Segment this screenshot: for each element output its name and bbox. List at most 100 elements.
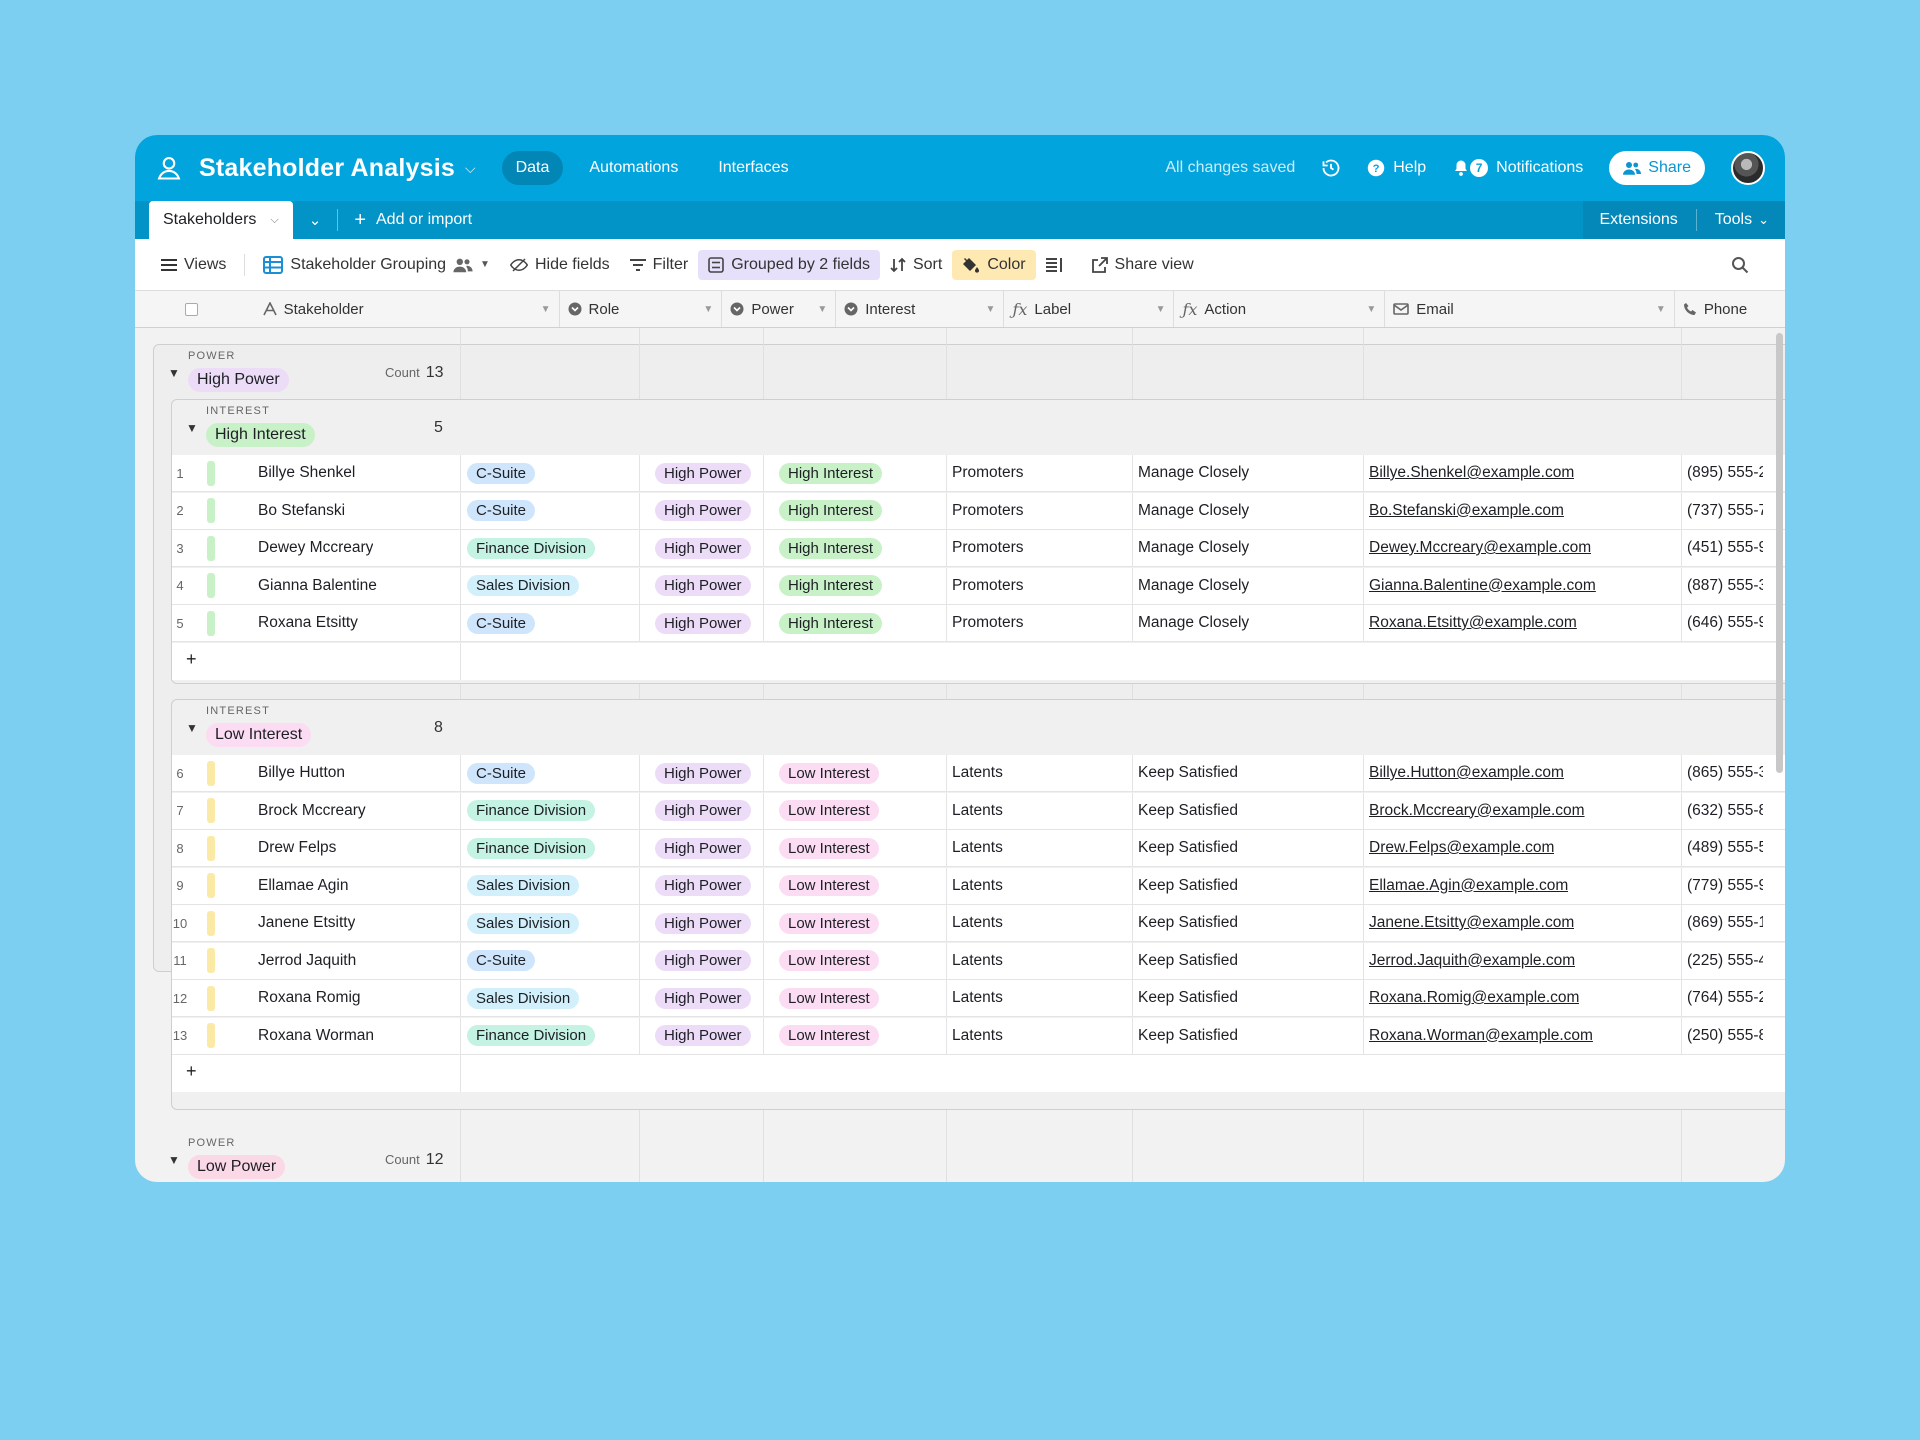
phone-cell[interactable]: (869) 555-10 bbox=[1687, 914, 1763, 931]
group-button[interactable]: Grouped by 2 fields bbox=[698, 249, 880, 280]
label-cell[interactable]: Latents bbox=[952, 839, 1003, 856]
role-cell[interactable]: Finance Division bbox=[467, 800, 596, 821]
tab-interfaces[interactable]: Interfaces bbox=[718, 159, 789, 176]
action-cell[interactable]: Keep Satisfied bbox=[1138, 876, 1238, 894]
add-row-button[interactable]: + bbox=[172, 1055, 1785, 1092]
caret-down-icon[interactable]: ▼ bbox=[985, 303, 996, 315]
help-button[interactable]: ? Help bbox=[1367, 159, 1426, 177]
power-cell[interactable]: High Power bbox=[655, 800, 779, 821]
label-cell[interactable]: Promoters bbox=[952, 614, 1024, 631]
label-cell[interactable]: Latents bbox=[952, 801, 1003, 819]
user-icon[interactable] bbox=[155, 154, 183, 182]
add-import-button[interactable]: + Add or import bbox=[338, 201, 488, 239]
table-row[interactable]: 12 Roxana Romig Sales Division High Power Lo… bbox=[172, 980, 1785, 1017]
table-row[interactable]: 9 Ellamae Agin Sales Division High Power Low… bbox=[172, 867, 1785, 905]
label-cell[interactable]: Latents bbox=[952, 951, 1003, 969]
extensions-button[interactable]: Extensions bbox=[1599, 211, 1678, 228]
table-row[interactable]: 2 Bo Stefanski C-Suite High Power High Inter… bbox=[172, 492, 1785, 530]
caret-down-icon[interactable]: ▼ bbox=[1155, 303, 1166, 315]
role-cell[interactable]: C-Suite bbox=[467, 612, 536, 634]
email-cell[interactable]: Ellamae.Agin@example.com bbox=[1369, 876, 1569, 894]
label-cell[interactable]: Latents bbox=[952, 989, 1003, 1006]
phone-cell[interactable]: (779) 555-99 bbox=[1687, 876, 1763, 894]
power-cell[interactable]: High Power bbox=[655, 912, 779, 934]
email-cell[interactable]: Roxana.Worman@example.com bbox=[1369, 1026, 1593, 1044]
interest-cell[interactable]: Low Interest bbox=[779, 762, 879, 784]
stakeholder-cell[interactable]: Roxana Etsitty bbox=[258, 614, 358, 631]
label-cell[interactable]: Latents bbox=[952, 764, 1003, 781]
filter-button[interactable]: Filter bbox=[620, 250, 699, 280]
interest-cell[interactable]: Low Interest bbox=[779, 987, 879, 1009]
interest-cell[interactable]: Low Interest bbox=[779, 837, 879, 859]
role-cell[interactable]: C-Suite bbox=[467, 950, 536, 971]
history-icon[interactable] bbox=[1321, 158, 1341, 178]
label-cell[interactable]: Latents bbox=[952, 914, 1003, 931]
interest-cell[interactable]: High Interest bbox=[779, 612, 883, 634]
collapse-triangle-icon[interactable]: ▼ bbox=[186, 721, 198, 735]
row-height-button[interactable] bbox=[1036, 251, 1074, 279]
phone-cell[interactable]: (737) 555-70 bbox=[1687, 501, 1763, 519]
action-cell[interactable]: Manage Closely bbox=[1138, 501, 1250, 519]
action-cell[interactable]: Keep Satisfied bbox=[1138, 914, 1238, 931]
role-cell[interactable]: Finance Division bbox=[467, 537, 596, 559]
email-cell[interactable]: Roxana.Romig@example.com bbox=[1369, 989, 1580, 1006]
column-email[interactable]: Email ▼ bbox=[1385, 291, 1675, 327]
power-cell[interactable]: High Power bbox=[655, 500, 779, 521]
label-cell[interactable]: Promoters bbox=[952, 539, 1024, 556]
email-cell[interactable]: Bo.Stefanski@example.com bbox=[1369, 501, 1564, 519]
label-cell[interactable]: Latents bbox=[952, 876, 1003, 894]
tools-button[interactable]: Tools ⌄ bbox=[1715, 211, 1769, 229]
power-cell[interactable]: High Power bbox=[655, 575, 779, 596]
stakeholder-cell[interactable]: Ellamae Agin bbox=[258, 876, 349, 894]
interest-cell[interactable]: High Interest bbox=[779, 575, 883, 596]
stakeholder-cell[interactable]: Gianna Balentine bbox=[258, 576, 377, 594]
role-cell[interactable]: Finance Division bbox=[467, 837, 596, 859]
collapse-triangle-icon[interactable]: ▼ bbox=[168, 1153, 180, 1167]
tab-automations[interactable]: Automations bbox=[589, 159, 679, 176]
table-row[interactable]: 10 Janene Etsitty Sales Division High Power… bbox=[172, 905, 1785, 942]
color-button[interactable]: Color bbox=[952, 249, 1036, 280]
interest-cell[interactable]: Low Interest bbox=[779, 912, 879, 934]
power-cell[interactable]: High Power bbox=[655, 875, 779, 896]
email-cell[interactable]: Roxana.Etsitty@example.com bbox=[1369, 614, 1577, 631]
column-stakeholder[interactable]: Stakeholder ▼ bbox=[255, 291, 560, 327]
email-cell[interactable]: Drew.Felps@example.com bbox=[1369, 839, 1555, 856]
collapse-triangle-icon[interactable]: ▼ bbox=[186, 421, 198, 435]
caret-down-icon[interactable]: ▼ bbox=[1655, 303, 1666, 315]
email-cell[interactable]: Brock.Mccreary@example.com bbox=[1369, 801, 1585, 819]
phone-cell[interactable]: (865) 555-39 bbox=[1687, 764, 1763, 781]
caret-down-icon[interactable]: ▼ bbox=[817, 303, 828, 315]
power-cell[interactable]: High Power bbox=[655, 462, 779, 484]
interest-cell[interactable]: High Interest bbox=[779, 462, 883, 484]
role-cell[interactable]: C-Suite bbox=[467, 500, 536, 521]
power-cell[interactable]: High Power bbox=[655, 950, 779, 971]
phone-cell[interactable]: (646) 555-93 bbox=[1687, 614, 1763, 631]
sort-button[interactable]: Sort bbox=[880, 250, 952, 280]
interest-cell[interactable]: High Interest bbox=[779, 537, 883, 559]
all-tables-dropdown[interactable]: ⌄ bbox=[293, 201, 338, 239]
power-cell[interactable]: High Power bbox=[655, 837, 779, 859]
notifications-button[interactable]: 7 Notifications bbox=[1452, 159, 1583, 177]
power-cell[interactable]: High Power bbox=[655, 1025, 779, 1046]
hide-fields-button[interactable]: Hide fields bbox=[500, 250, 620, 280]
label-cell[interactable]: Promoters bbox=[952, 576, 1024, 594]
collapse-triangle-icon[interactable]: ▼ bbox=[168, 366, 180, 380]
action-cell[interactable]: Manage Closely bbox=[1138, 464, 1250, 481]
role-cell[interactable]: Sales Division bbox=[467, 987, 580, 1009]
chevron-down-icon[interactable]: ⌵ bbox=[464, 159, 476, 176]
view-switcher[interactable]: Stakeholder Grouping ▼ bbox=[253, 250, 500, 280]
stakeholder-cell[interactable]: Billye Shenkel bbox=[258, 464, 356, 481]
email-cell[interactable]: Janene.Etsitty@example.com bbox=[1369, 914, 1575, 931]
add-row-button[interactable]: + bbox=[172, 642, 1785, 680]
role-cell[interactable]: C-Suite bbox=[467, 462, 536, 484]
base-title[interactable]: Stakeholder Analysis bbox=[199, 153, 455, 182]
interest-cell[interactable]: Low Interest bbox=[779, 950, 879, 971]
tab-stakeholders[interactable]: Stakeholders ⌵ bbox=[149, 201, 293, 239]
interest-cell[interactable]: Low Interest bbox=[779, 875, 879, 896]
role-cell[interactable]: C-Suite bbox=[467, 762, 536, 784]
label-cell[interactable]: Promoters bbox=[952, 501, 1024, 519]
table-row[interactable]: 8 Drew Felps Finance Division High Power Low… bbox=[172, 830, 1785, 867]
label-cell[interactable]: Latents bbox=[952, 1026, 1003, 1044]
column-interest[interactable]: Interest ▼ bbox=[836, 291, 1005, 327]
action-cell[interactable]: Manage Closely bbox=[1138, 539, 1250, 556]
